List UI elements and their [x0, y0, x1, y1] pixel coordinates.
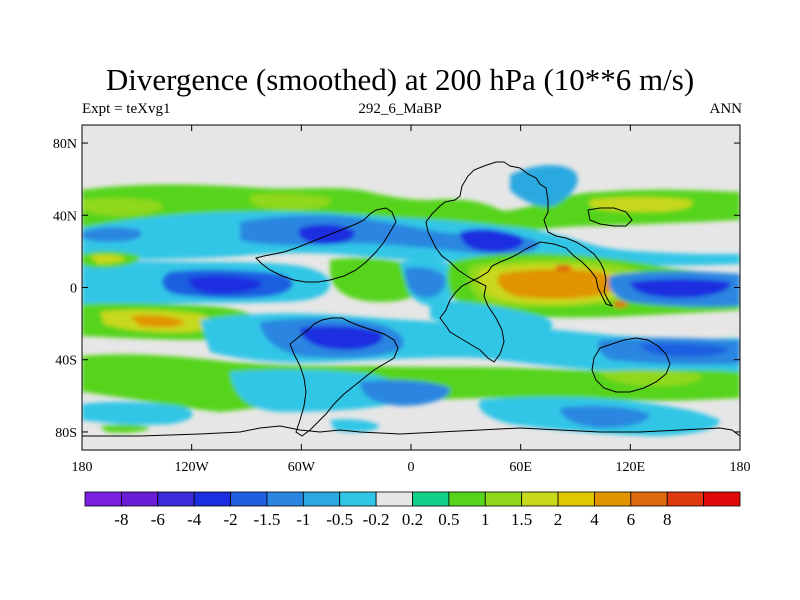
contour-sh-darkblue-core	[300, 325, 383, 350]
contour-sh-antarctic-cyan	[330, 419, 380, 433]
colorbar-swatch	[339, 491, 377, 507]
colorbar-swatch	[484, 491, 523, 507]
contour-nh-lightgreen-patch-2	[250, 193, 332, 210]
contour-tropics-blue-central	[404, 267, 446, 298]
coastline-north-america	[255, 207, 397, 283]
contour-sh-southwest-cyan	[82, 401, 193, 425]
coastline-south-america	[289, 317, 399, 437]
coastlines	[82, 161, 740, 437]
coastline-antarctica	[82, 425, 740, 437]
colorbar-label: 1	[481, 510, 490, 529]
contour-sh-midlat-lightgreen	[600, 369, 702, 386]
colorbar-label: 1.5	[511, 510, 532, 529]
colorbar-swatch	[557, 491, 595, 507]
contour-eq-red-dot-2	[614, 301, 628, 308]
contour-sh-orange-west	[130, 315, 185, 328]
colorbar-label: 2	[554, 510, 563, 529]
x-tick-label: 60W	[288, 460, 316, 475]
y-tick-label: 80N	[53, 137, 77, 152]
colorbar-swatch	[157, 491, 195, 507]
coastline-africa-eurasia	[425, 161, 614, 363]
x-tick-label: 120W	[175, 460, 210, 475]
colorbar-swatch	[266, 491, 304, 507]
contour-nh-darkblue-core-2	[460, 229, 524, 252]
x-tick-label: 60E	[509, 460, 532, 475]
contour-nh-blue-west	[82, 227, 142, 242]
x-axis: 180 120W 60W 0 60E 120E 180	[72, 125, 751, 475]
contour-sh-cyan-central	[430, 300, 553, 334]
colorbar-swatch	[666, 491, 705, 507]
colorbar-swatch	[703, 491, 741, 507]
colorbar-swatch	[521, 491, 559, 507]
contour-nh-green-band	[82, 184, 740, 238]
contour-tropics-yellow-west	[90, 254, 125, 264]
contour-eq-orange	[497, 269, 616, 299]
contour-sh-midlat-blue	[360, 380, 451, 406]
contour-sh-darkblue-east	[640, 343, 730, 357]
coastline-australia	[591, 337, 671, 393]
colorbar-label: 6	[627, 510, 636, 529]
x-tick-label: 180	[72, 460, 93, 475]
y-tick-label: 80S	[55, 426, 77, 441]
season-label: ANN	[709, 101, 743, 117]
colorbar-label: -1	[296, 510, 310, 529]
contour-northeast-blue-streak	[510, 164, 578, 207]
plot-title: Divergence (smoothed) at 200 hPa (10**6 …	[105, 62, 695, 97]
colorbar-label: -4	[187, 510, 202, 529]
colorbar-label: 0.2	[402, 510, 423, 529]
y-tick-label: 0	[70, 282, 77, 297]
contour-eq-east-darkblue	[630, 279, 731, 298]
coastline-japan-asia-east	[587, 207, 633, 227]
contour-nh-east-yellow	[590, 197, 693, 212]
colorbar-swatch	[594, 491, 632, 507]
colorbar-swatch	[630, 491, 668, 507]
colorbar-label: 0.5	[438, 510, 459, 529]
colorbar-swatch	[302, 491, 341, 507]
colorbar-swatch	[375, 491, 413, 507]
colorbar-swatch	[84, 491, 122, 507]
experiment-label: Expt = teXvg1	[82, 101, 171, 117]
x-tick-label: 120E	[616, 460, 646, 475]
colorbar-swatch	[193, 491, 231, 507]
period-label: 292_6_MaBP	[358, 101, 442, 117]
colorbar-label: -1.5	[253, 510, 280, 529]
y-axis: 80N 40N 0 40S 80S	[53, 137, 740, 441]
colorbar: -8 -6 -4 -2 -1.5 -1 -0.5 -0.2 0.2 0.5 1 1.5 2 4 6 8	[84, 491, 741, 529]
colorbar-swatch	[120, 491, 159, 507]
y-tick-label: 40S	[55, 354, 77, 369]
y-tick-label: 40N	[53, 209, 77, 224]
x-tick-label: 180	[730, 460, 751, 475]
colorbar-label: -2	[223, 510, 237, 529]
x-tick-label: 0	[408, 460, 415, 475]
colorbar-label: -8	[114, 510, 128, 529]
contour-nh-lightgreen-patch	[82, 197, 163, 216]
contour-eq-red-dot-1	[556, 264, 572, 272]
contour-tropics-green-central	[330, 257, 424, 302]
contour-tropics-darkblue-west	[189, 275, 262, 294]
colorbar-label: 4	[590, 510, 599, 529]
contour-sh-antarctic-green	[100, 424, 150, 433]
colorbar-label: -6	[151, 510, 165, 529]
colorbar-label: -0.2	[363, 510, 390, 529]
contour-sh-southern-blue	[560, 406, 650, 428]
colorbar-swatch	[448, 491, 486, 507]
colorbar-swatch	[230, 491, 268, 507]
colorbar-label: 8	[663, 510, 672, 529]
colorbar-label: -0.5	[326, 510, 353, 529]
contour-field	[82, 164, 740, 436]
colorbar-swatch	[412, 491, 450, 507]
